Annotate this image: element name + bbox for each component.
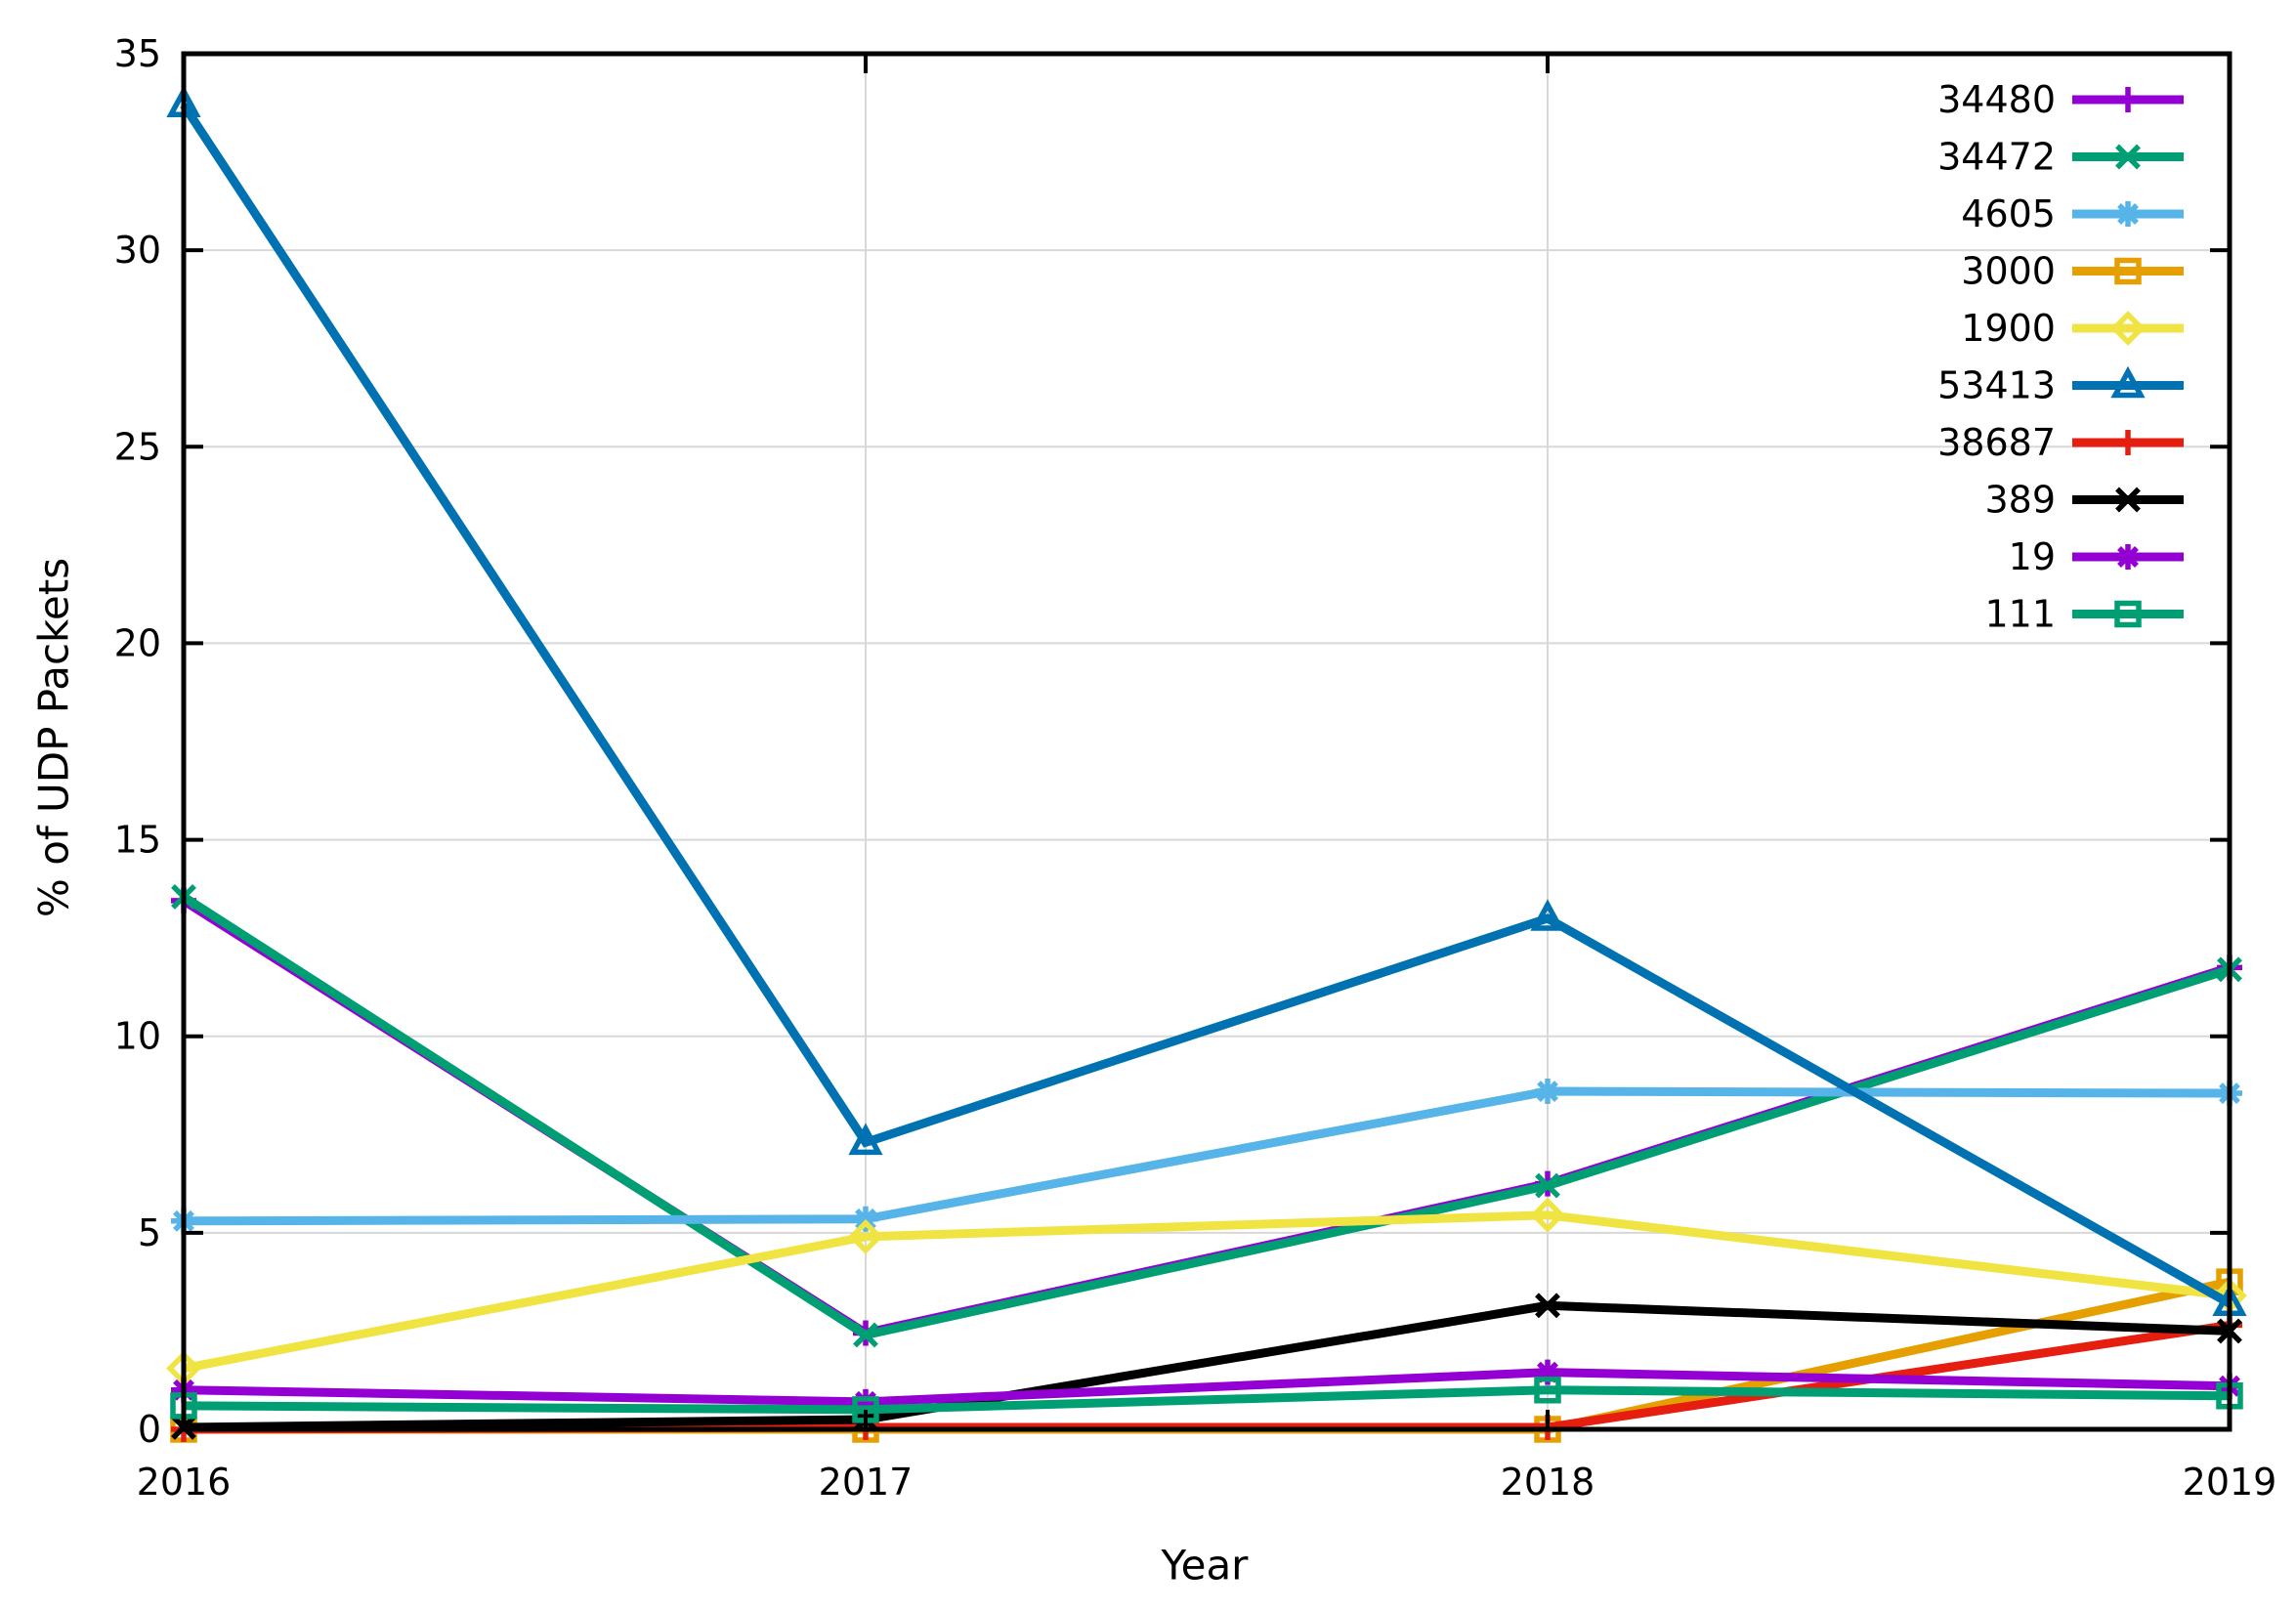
legend-label-34480: 34480 bbox=[1937, 78, 2056, 121]
series-line-34472 bbox=[181, 893, 2232, 1340]
legend-item-389: 389 bbox=[1984, 479, 2184, 522]
legend-label-19: 19 bbox=[2009, 535, 2056, 578]
series-4605 bbox=[171, 1079, 2242, 1234]
legend-marker-asterisk-4605 bbox=[2115, 201, 2141, 227]
marker-triangle-open-53413-2017 bbox=[848, 1123, 883, 1156]
legend-item-111: 111 bbox=[1984, 593, 2184, 636]
y-tick-label-30: 30 bbox=[114, 229, 161, 272]
marker-triangle-open-53413-2018 bbox=[1530, 899, 1565, 931]
legend-item-1900: 1900 bbox=[1961, 307, 2184, 350]
series-line-389 bbox=[183, 1300, 2231, 1432]
legend-marker-diamond-open-1900 bbox=[2110, 311, 2146, 346]
marker-cross-389-2018 bbox=[1535, 1293, 1560, 1319]
marker-asterisk-19-2018 bbox=[1535, 1359, 1560, 1385]
marker-square-open-111-2018 bbox=[1534, 1377, 1561, 1404]
x-tick-label-2019: 2019 bbox=[2183, 1461, 2277, 1504]
legend-label-389: 389 bbox=[1984, 479, 2056, 522]
marker-asterisk-19-2017 bbox=[853, 1388, 878, 1415]
y-axis-title: % of UDP Packets bbox=[30, 558, 78, 917]
y-tick-label-25: 25 bbox=[114, 425, 161, 468]
legend-label-4605: 4605 bbox=[1961, 192, 2056, 235]
legend-label-3000: 3000 bbox=[1961, 250, 2056, 293]
series-53413 bbox=[166, 85, 2247, 1317]
y-tick-label-0: 0 bbox=[138, 1408, 161, 1451]
legend-marker-square-open-111 bbox=[2114, 600, 2142, 628]
legend-label-53413: 53413 bbox=[1937, 364, 2056, 407]
legend-marker-cross-34472 bbox=[2115, 144, 2141, 170]
legend-marker-plus-38687 bbox=[2115, 430, 2141, 455]
series-line-111 bbox=[183, 1385, 2231, 1415]
plot-border bbox=[181, 51, 2232, 1432]
series-3000 bbox=[170, 1268, 2243, 1443]
marker-diamond-open-1900-2017 bbox=[848, 1218, 883, 1254]
legend-marker-plus-34480 bbox=[2115, 87, 2141, 112]
legend-label-38687: 38687 bbox=[1937, 421, 2056, 464]
legend-item-34480: 34480 bbox=[1937, 78, 2184, 121]
marker-square-open-111-2017 bbox=[852, 1396, 879, 1423]
y-tick-label-5: 5 bbox=[138, 1211, 161, 1254]
marker-cross-34472-2018 bbox=[1535, 1172, 1560, 1199]
legend-label-111: 111 bbox=[1984, 593, 2056, 636]
series-line-34480 bbox=[181, 897, 2232, 1338]
legend-item-19: 19 bbox=[2009, 535, 2184, 578]
marker-square-open-111-2016 bbox=[170, 1392, 197, 1420]
marker-asterisk-4605-2017 bbox=[853, 1206, 878, 1232]
series-34480 bbox=[171, 887, 2242, 1346]
marker-square-open-3000-2018 bbox=[1534, 1416, 1561, 1443]
marker-square-open-111-2019 bbox=[2216, 1382, 2243, 1410]
legend-item-3000: 3000 bbox=[1961, 250, 2184, 293]
series-line-4605 bbox=[183, 1086, 2231, 1226]
marker-asterisk-4605-2018 bbox=[1535, 1079, 1560, 1105]
x-tick-label-2018: 2018 bbox=[1501, 1461, 1595, 1504]
y-tick-label-35: 35 bbox=[114, 32, 161, 75]
series-1900 bbox=[166, 1197, 2247, 1386]
legend-label-1900: 1900 bbox=[1961, 307, 2056, 350]
tick-labels: 0 5 10 15 20 25 30 35 2016 2017 2018 2019 bbox=[114, 32, 2277, 1504]
legend-item-4605: 4605 bbox=[1961, 192, 2184, 235]
plot-frame bbox=[181, 51, 2232, 1432]
data-series bbox=[166, 85, 2247, 1443]
series-line-19 bbox=[183, 1368, 2231, 1407]
x-axis-title: Year bbox=[1161, 1542, 1250, 1590]
y-tick-label-20: 20 bbox=[114, 621, 161, 664]
marker-cross-34472-2017 bbox=[853, 1322, 878, 1348]
axis-ticks bbox=[182, 54, 2232, 1429]
legend-marker-cross-389 bbox=[2115, 487, 2141, 513]
legend-marker-asterisk-19 bbox=[2115, 544, 2141, 570]
legend-marker-triangle-open-53413 bbox=[2110, 365, 2146, 399]
legend-item-53413: 53413 bbox=[1937, 364, 2184, 407]
series-line-53413 bbox=[180, 102, 2232, 1308]
x-tick-label-2016: 2016 bbox=[137, 1461, 232, 1504]
legend-marker-square-open-3000 bbox=[2114, 257, 2142, 285]
marker-diamond-open-1900-2018 bbox=[1530, 1197, 1565, 1233]
grid-lines bbox=[184, 54, 2230, 1429]
x-tick-label-2017: 2017 bbox=[819, 1461, 914, 1504]
legend-label-34472: 34472 bbox=[1937, 136, 2056, 179]
series-34472 bbox=[171, 883, 2242, 1348]
y-tick-label-15: 15 bbox=[114, 819, 161, 862]
legend-item-34472: 34472 bbox=[1937, 136, 2184, 179]
legend-item-38687: 38687 bbox=[1937, 421, 2184, 464]
series-111 bbox=[170, 1377, 2243, 1423]
legend: 34480 34472 4605 3000 1900 53413 38687 389 19 111 bbox=[1937, 78, 2184, 636]
y-tick-label-10: 10 bbox=[114, 1015, 161, 1058]
series-line-1900 bbox=[183, 1210, 2231, 1374]
